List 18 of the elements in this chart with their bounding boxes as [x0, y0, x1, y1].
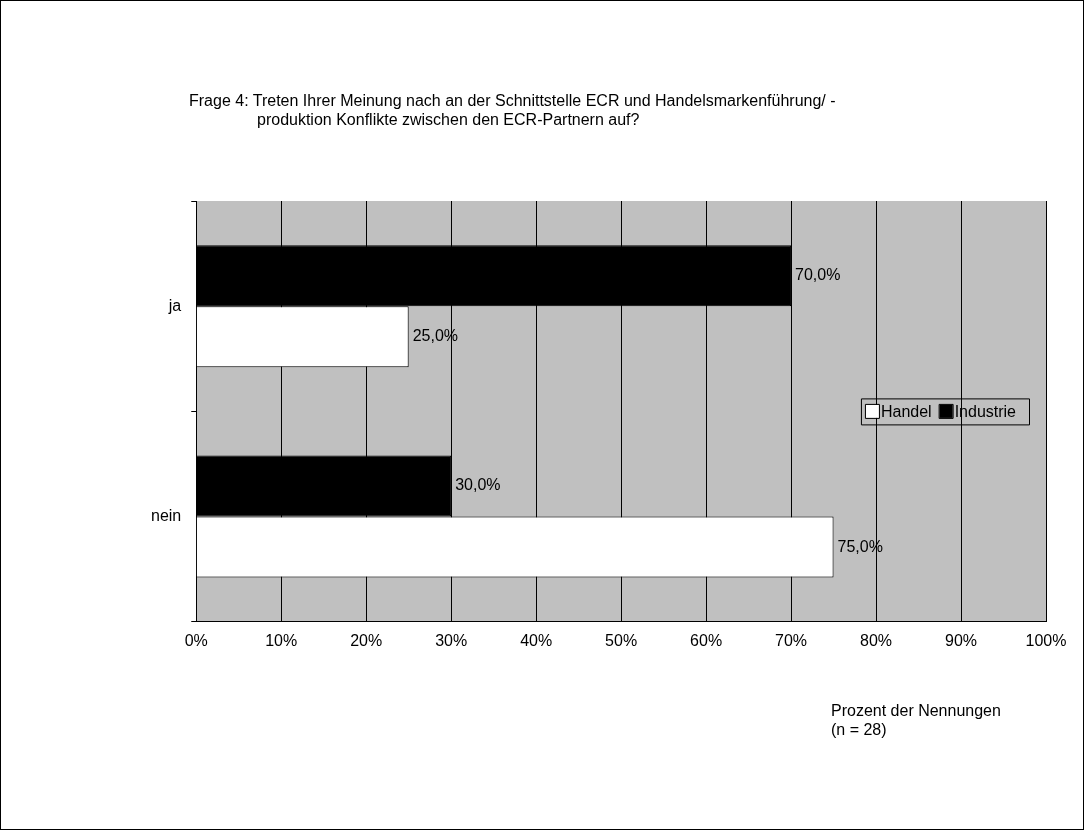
legend-label: Handel — [880, 402, 932, 420]
x-tick-label: 30% — [435, 631, 468, 649]
x-tick-label: 10% — [265, 631, 298, 649]
x-tick-label: 70% — [775, 631, 808, 649]
x-tick-label: 20% — [350, 631, 383, 649]
chart-title: Frage 4: Treten Ihrer Meinung nach an der Schnittstelle ECR und Handelsmarkenführung/ -produktion Konflikte zwischen den ECR-Partnern auf? — [189, 91, 837, 129]
x-axis-title: Prozent der Nennungen (n = 28) — [831, 701, 1002, 739]
data-label: 30,0% — [455, 476, 501, 494]
x-tick-label: 0% — [184, 631, 208, 649]
x-tick-label: 50% — [605, 631, 638, 649]
x-tick-label: 60% — [690, 631, 723, 649]
y-tick-label: ja — [167, 296, 182, 314]
y-tick-label: nein — [151, 507, 182, 525]
x-tick-label: 100% — [1025, 631, 1067, 649]
x-tick-label: 80% — [860, 631, 893, 649]
data-label: 70,0% — [795, 266, 841, 284]
x-tick-label: 40% — [520, 631, 553, 649]
x-tick-label: 90% — [945, 631, 978, 649]
